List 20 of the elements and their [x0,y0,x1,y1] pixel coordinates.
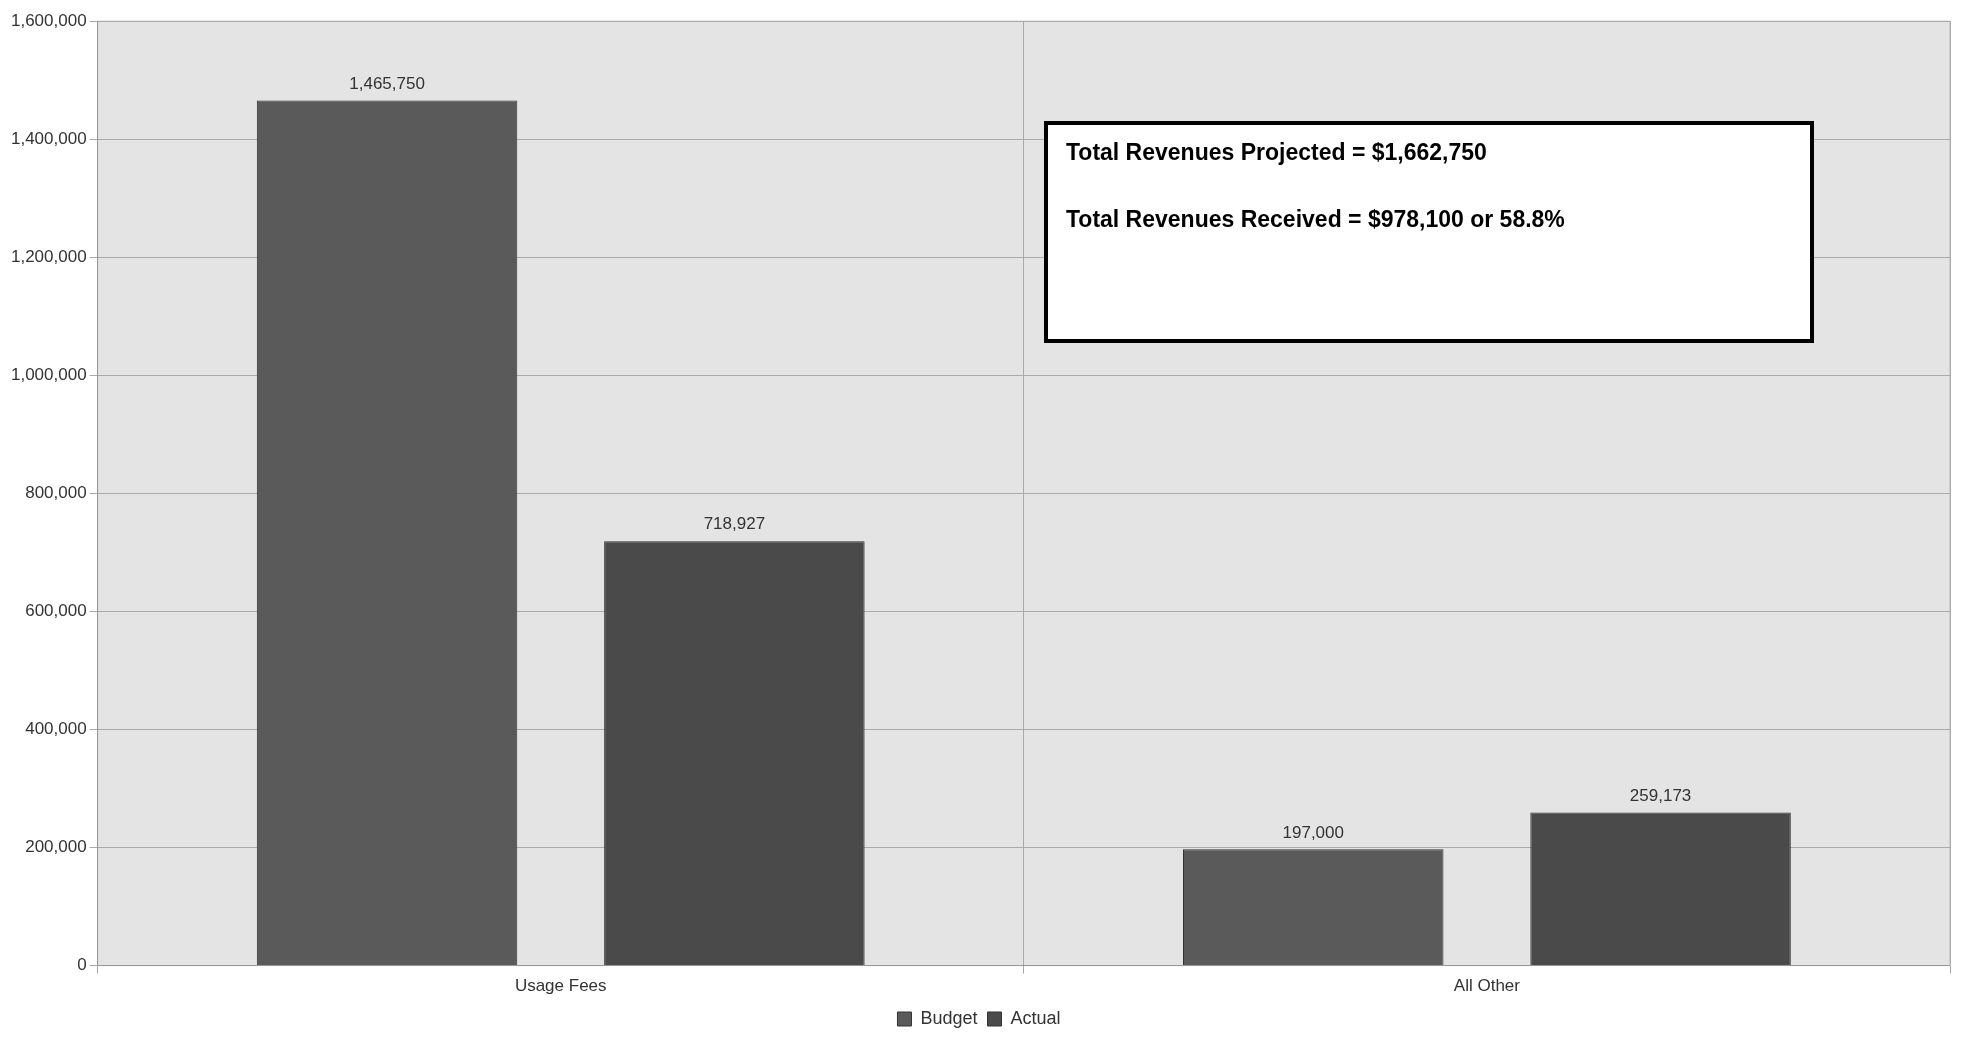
x-tick-label: All Other [1453,976,1521,996]
x-tick-label: Usage Fees [514,976,607,996]
annotation: Total Revenues Received = $978,100 or 58.8% [1066,206,1566,233]
data-label: 1,465,750 [349,73,425,93]
annotation: Total Revenues Projected = $1,662,750 [1066,139,1488,166]
y-tick-label: 1,600,000 [10,10,87,30]
data-label: 197,000 [1282,822,1344,842]
y-tick-label: 1,400,000 [10,128,87,148]
y-tick-label: 200,000 [25,837,87,857]
y-tick-label: 600,000 [25,601,87,621]
data-label: 259,173 [1629,785,1692,805]
legend-label: Budget [920,1007,978,1028]
text-box: Total Revenues Projected = $1,662,750 Total Revenues Received = $978,100 or 58.8% [1044,121,1814,343]
y-tick-label: 0 [77,955,87,975]
data-label: 718,927 [703,514,766,534]
y-tick-label: 400,000 [25,719,87,739]
legend-label: Actual [1010,1007,1061,1028]
y-tick-label: 1,000,000 [10,365,87,385]
y-tick-label: 800,000 [25,483,87,503]
y-tick-label: 1,200,000 [10,246,87,266]
